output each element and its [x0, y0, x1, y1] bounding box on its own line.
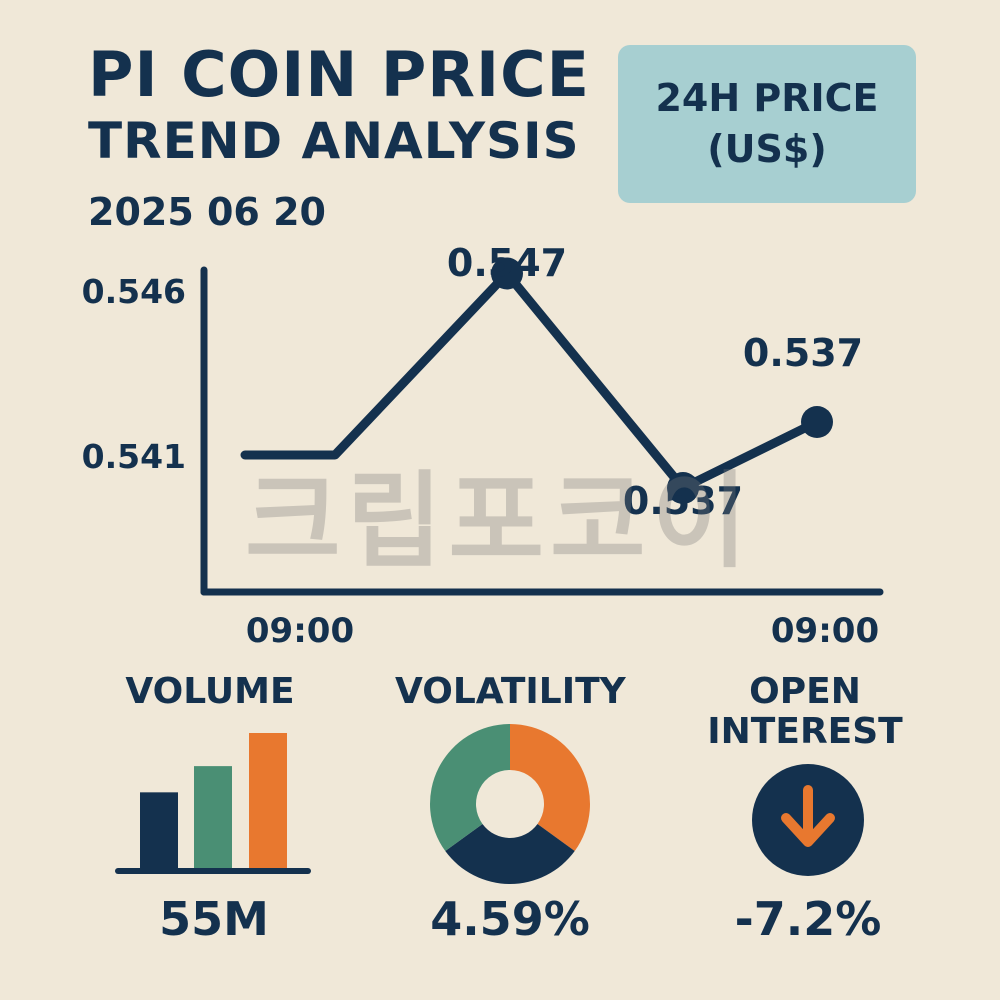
watermark: 크립포코이 — [245, 460, 754, 582]
title-line-2: TREND ANALYSIS — [88, 112, 580, 170]
series-points: 0.547 0.537 0.537 — [447, 241, 863, 523]
volume-bar — [249, 733, 287, 871]
data-label: 0.537 — [623, 479, 743, 523]
volatility-label: VOLATILITY — [395, 671, 626, 712]
chart-axes — [200, 266, 884, 596]
data-point — [491, 257, 523, 290]
x-tick-label: 09:00 — [246, 611, 354, 651]
donut-segment — [510, 724, 591, 852]
price-badge: 24H PRICE (US$) — [618, 45, 916, 203]
volume-value: 55M — [159, 892, 269, 946]
x-tick-labels: 09:00 09:00 — [246, 611, 879, 651]
volume-bar — [194, 766, 232, 871]
y-tick-label: 0.546 — [82, 272, 186, 311]
open-interest-value: -7.2% — [734, 892, 882, 946]
volume-bars — [140, 733, 287, 871]
data-point — [801, 406, 833, 438]
data-point — [667, 472, 699, 504]
donut-segments — [429, 724, 591, 885]
date-label: 2025 06 20 — [88, 190, 326, 234]
data-label: 0.537 — [743, 331, 863, 375]
badge-line-2: (US$) — [707, 127, 827, 171]
arrow-down-icon-arrow — [781, 785, 835, 847]
volume-bar — [140, 792, 178, 871]
title-line-1: PI COIN PRICE — [88, 38, 590, 111]
y-tick-label: 0.541 — [82, 437, 186, 476]
open-interest-label-line-1: OPEN — [749, 671, 861, 712]
donut-segment — [429, 724, 510, 852]
data-label: 0.547 — [447, 241, 567, 285]
y-ticks: 0.546 0.541 — [82, 272, 186, 476]
open-interest-label-line-2: INTEREST — [707, 711, 903, 753]
volume-label: VOLUME — [125, 671, 295, 712]
open-interest-label: OPEN INTEREST — [690, 671, 920, 753]
arrow-down-icon — [752, 764, 864, 876]
badge-line-1: 24H PRICE — [655, 75, 879, 120]
x-tick-label: 09:00 — [771, 611, 879, 651]
donut-segment — [445, 823, 575, 885]
volatility-value: 4.59% — [430, 892, 590, 946]
